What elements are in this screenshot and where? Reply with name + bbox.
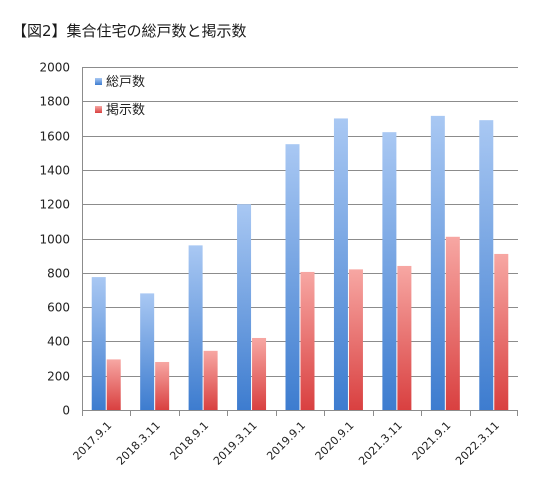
bar-total-units-5 (333, 118, 348, 410)
x-tick-label: 2022.3.11 (453, 419, 502, 468)
bar-total-units-2 (188, 245, 203, 410)
bar-total-units-4 (285, 144, 300, 411)
y-tick-label: 1800 (39, 95, 70, 109)
legend-swatch (95, 106, 102, 113)
y-tick-label: 1200 (39, 198, 70, 212)
bar-total-units-8 (479, 120, 494, 410)
bar-total-units-3 (237, 204, 252, 410)
x-tick-label: 2019.3.11 (211, 419, 260, 468)
y-tick-label: 800 (47, 267, 70, 281)
bar-postings-2 (203, 350, 218, 410)
bar-total-units-6 (382, 132, 397, 411)
bar-postings-7 (445, 236, 460, 410)
bar-postings-4 (300, 271, 315, 410)
x-tick-label: 2019.9.1 (264, 419, 308, 463)
bar-postings-8 (494, 253, 509, 410)
y-tick-label: 0 (62, 404, 70, 418)
bar-total-units-7 (430, 115, 445, 410)
bar-postings-6 (397, 265, 412, 410)
bar-total-units-1 (140, 293, 155, 410)
bar-total-units-0 (91, 277, 106, 410)
y-tick-label: 1000 (39, 233, 70, 247)
y-tick-label: 1600 (39, 130, 70, 144)
x-tick-label: 2020.9.1 (313, 419, 357, 463)
y-tick-label: 400 (47, 335, 70, 349)
legend-label: 総戸数 (106, 75, 145, 90)
y-tick-label: 200 (47, 370, 70, 384)
bars (91, 115, 509, 411)
y-tick-label: 1400 (39, 164, 70, 178)
x-tick-label: 2018.3.11 (114, 419, 163, 468)
chart-title: 【図2】集合住宅の総戸数と掲示数 (12, 22, 247, 40)
x-tick-label: 2017.9.1 (71, 419, 115, 463)
legend-swatch (95, 78, 102, 85)
x-tick-label: 2021.3.11 (356, 419, 405, 468)
bar-postings-3 (252, 337, 267, 410)
bar-postings-1 (155, 361, 170, 410)
y-tick-label: 600 (47, 301, 70, 315)
bar-postings-5 (348, 269, 363, 410)
y-tick-label: 2000 (39, 61, 70, 75)
bar-postings-0 (106, 359, 121, 410)
x-tick-label: 2021.9.1 (410, 419, 454, 463)
legend-label: 掲示数 (106, 102, 145, 118)
x-tick-label: 2018.9.1 (167, 419, 211, 463)
